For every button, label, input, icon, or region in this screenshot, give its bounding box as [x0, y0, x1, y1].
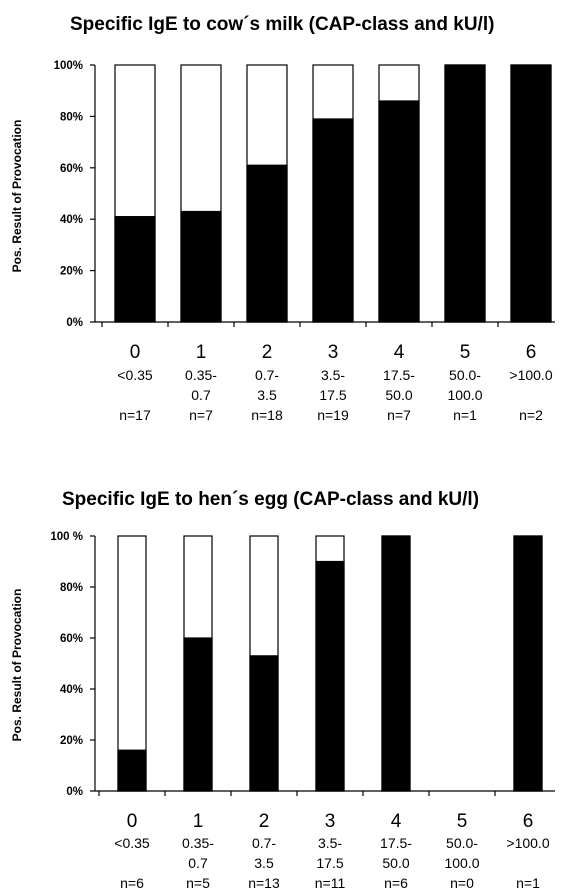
hens-egg-chart: Specific IgE to hen´s egg (CAP-class and…: [10, 489, 555, 891]
x-class-label: 6: [523, 811, 534, 832]
x-range-label: 0.7: [188, 855, 208, 871]
x-class-label: 5: [457, 811, 468, 832]
x-class-label: 1: [196, 342, 207, 363]
x-class-label: 2: [262, 342, 273, 363]
x-range-label: 50.0-: [446, 835, 478, 851]
x-class-label: 3: [325, 811, 336, 832]
x-count-label: n=6: [384, 875, 408, 891]
x-count-label: n=1: [453, 407, 477, 423]
y-tick-label: 0%: [66, 786, 83, 798]
x-class-label: 5: [460, 342, 471, 363]
bar-positive: [510, 64, 552, 323]
y-tick-label: 80%: [60, 582, 83, 594]
bar-positive: [312, 118, 354, 323]
x-range-label: 0.35-: [185, 367, 217, 383]
y-tick-label: 80%: [60, 111, 83, 123]
x-range-label: 100.0: [447, 387, 482, 403]
bar-positive: [246, 164, 288, 323]
x-class-label: 1: [193, 811, 204, 832]
x-range-label: <0.35: [117, 367, 153, 383]
x-range-label: 17.5: [316, 855, 343, 871]
x-range-label: 0.7: [191, 387, 211, 403]
bar-positive: [378, 100, 420, 323]
bar-positive: [315, 560, 345, 792]
x-count-label: n=5: [186, 875, 210, 891]
x-range-label: >100.0: [509, 367, 552, 383]
bar-positive: [444, 64, 486, 323]
y-tick-label: 100 %: [50, 531, 83, 543]
chart-title: Specific IgE to cow´s milk (CAP-class an…: [70, 14, 494, 35]
x-range-label: >100.0: [506, 835, 549, 851]
bar-total: [117, 535, 147, 792]
x-range-label: 100.0: [444, 855, 479, 871]
x-range-label: 50.0: [382, 855, 409, 871]
bar-positive: [183, 637, 213, 792]
x-range-label: 3.5: [257, 387, 277, 403]
x-class-label: 2: [259, 811, 270, 832]
bar-positive: [381, 535, 411, 792]
x-count-label: n=1: [516, 875, 540, 891]
x-range-label: 17.5: [319, 387, 346, 403]
x-count-label: n=17: [119, 407, 151, 423]
x-class-label: 4: [394, 342, 405, 363]
x-range-label: <0.35: [114, 835, 150, 851]
x-range-label: 3.5-: [318, 835, 342, 851]
x-count-label: n=2: [519, 407, 543, 423]
x-class-label: 3: [328, 342, 339, 363]
y-tick-label: 20%: [60, 266, 83, 278]
x-range-label: 0.35-: [182, 835, 214, 851]
y-tick-label: 60%: [60, 633, 83, 645]
bar-positive: [114, 216, 156, 323]
x-range-label: 17.5-: [380, 835, 412, 851]
y-axis-label: Pos. Result of Provocation: [10, 589, 24, 742]
y-tick-label: 0%: [66, 317, 83, 329]
y-tick-label: 100%: [54, 60, 83, 72]
y-tick-label: 40%: [60, 684, 83, 696]
x-class-label: 0: [127, 811, 138, 832]
y-axis-label: Pos. Result of Provocation: [10, 120, 24, 273]
y-tick-label: 20%: [60, 735, 83, 747]
x-range-label: 3.5: [254, 855, 274, 871]
x-range-label: 0.7-: [255, 367, 279, 383]
x-class-label: 6: [526, 342, 537, 363]
cow-milk-chart: Specific IgE to cow´s milk (CAP-class an…: [10, 14, 555, 423]
x-count-label: n=18: [251, 407, 283, 423]
bar-positive: [513, 535, 543, 792]
x-range-label: 50.0: [385, 387, 412, 403]
x-count-label: n=0: [450, 875, 474, 891]
x-range-label: 0.7-: [252, 835, 276, 851]
x-count-label: n=19: [317, 407, 349, 423]
y-tick-label: 60%: [60, 163, 83, 175]
x-range-label: 50.0-: [449, 367, 481, 383]
x-range-label: 17.5-: [383, 367, 415, 383]
bar-positive: [249, 655, 279, 792]
x-count-label: n=7: [189, 407, 213, 423]
x-class-label: 0: [130, 342, 141, 363]
chart-title: Specific IgE to hen´s egg (CAP-class and…: [62, 489, 479, 510]
x-count-label: n=6: [120, 875, 144, 891]
bar-positive: [180, 210, 222, 323]
y-tick-label: 40%: [60, 214, 83, 226]
x-count-label: n=7: [387, 407, 411, 423]
x-count-label: n=11: [315, 875, 346, 891]
x-class-label: 4: [391, 811, 402, 832]
x-range-label: 3.5-: [321, 367, 345, 383]
x-count-label: n=13: [248, 875, 280, 891]
bar-positive: [117, 749, 147, 792]
